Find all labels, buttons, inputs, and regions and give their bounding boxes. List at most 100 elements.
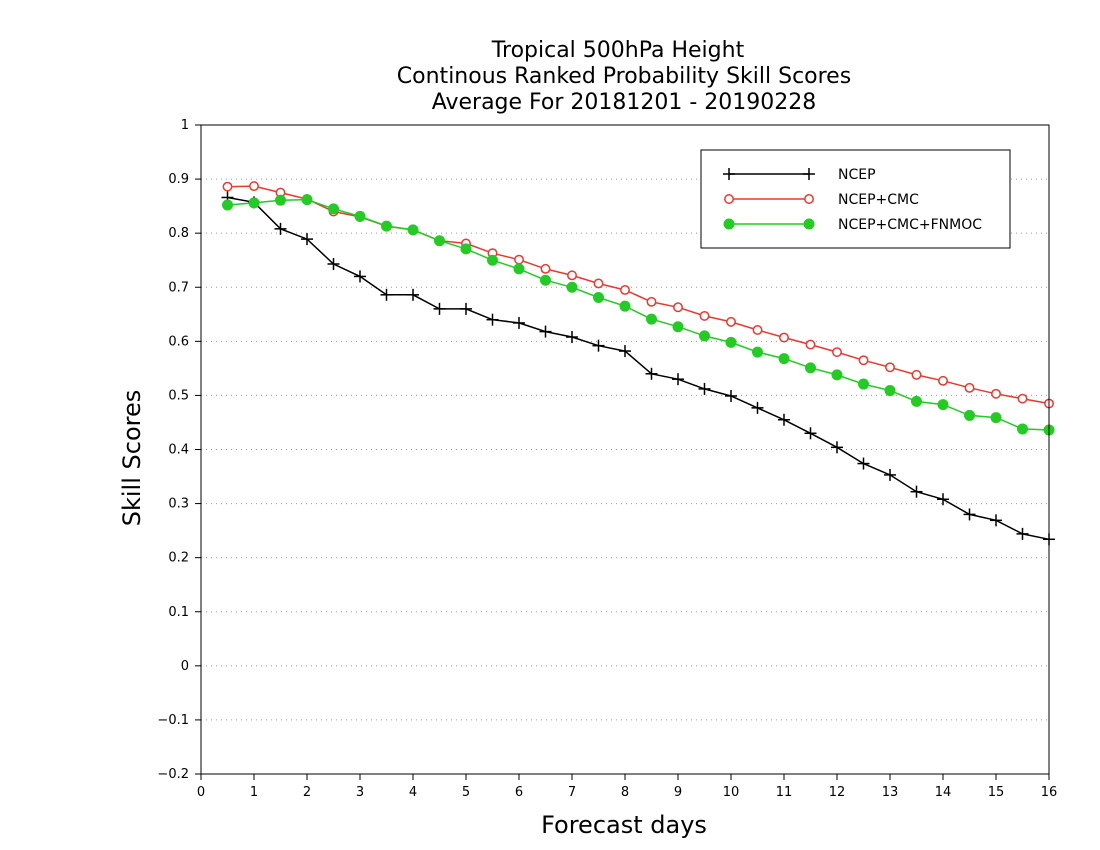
x-tick-label: 15 bbox=[988, 785, 1005, 800]
data-point bbox=[751, 401, 764, 414]
data-point bbox=[301, 194, 313, 206]
y-tick-label: 0.4 bbox=[168, 443, 189, 458]
data-point bbox=[831, 441, 843, 454]
data-point bbox=[513, 263, 525, 275]
series-1 bbox=[222, 181, 1054, 409]
y-tick-label: 0.9 bbox=[168, 172, 189, 187]
data-point bbox=[593, 292, 604, 304]
x-tick-label: 7 bbox=[568, 785, 576, 800]
data-point bbox=[884, 468, 896, 481]
data-point bbox=[646, 313, 657, 325]
data-point bbox=[779, 332, 789, 343]
x-tick-label: 1 bbox=[250, 785, 258, 800]
data-point bbox=[381, 220, 392, 232]
data-point bbox=[964, 409, 975, 421]
legend-entry: NCEP+CMC+FNMOC bbox=[723, 217, 982, 233]
data-point bbox=[698, 382, 711, 395]
data-point bbox=[699, 310, 710, 321]
y-tick-label: 0.5 bbox=[168, 388, 189, 403]
x-tick-label: 8 bbox=[621, 785, 629, 800]
data-point bbox=[567, 270, 577, 281]
data-point bbox=[726, 316, 736, 327]
data-point bbox=[540, 263, 551, 274]
data-point bbox=[699, 330, 710, 342]
data-point bbox=[858, 355, 869, 366]
data-point bbox=[274, 222, 287, 235]
x-tick-label: 11 bbox=[776, 785, 793, 800]
data-point bbox=[646, 296, 657, 307]
data-point bbox=[725, 389, 737, 402]
data-point bbox=[407, 288, 419, 301]
gridlines bbox=[201, 178, 1049, 721]
data-point bbox=[222, 181, 233, 192]
legend-marker bbox=[803, 168, 815, 180]
chart-title: Tropical 500hPa Height Continous Ranked … bbox=[397, 38, 851, 115]
y-tick-label: −0.2 bbox=[157, 767, 189, 782]
x-tick-label: 6 bbox=[515, 785, 523, 800]
legend-marker bbox=[804, 194, 814, 204]
data-point bbox=[673, 302, 683, 313]
x-tick-label: 10 bbox=[723, 785, 740, 800]
y-tick-label: 0.6 bbox=[168, 334, 189, 349]
y-tick-label: −0.1 bbox=[157, 713, 189, 728]
data-point bbox=[832, 347, 842, 358]
x-tick-label: 4 bbox=[409, 785, 417, 800]
y-tick-label: 0 bbox=[181, 659, 189, 674]
title-line-2: Continous Ranked Probability Skill Score… bbox=[397, 64, 851, 89]
legend: NCEP NCEP+CMC NCEP+CMC+FNMOC bbox=[700, 149, 1011, 249]
data-point bbox=[460, 302, 472, 315]
data-point bbox=[354, 210, 366, 222]
x-tick-label: 16 bbox=[1041, 785, 1058, 800]
series-0 bbox=[221, 191, 1055, 546]
data-point bbox=[752, 346, 763, 358]
legend-entry: NCEP+CMC bbox=[724, 192, 919, 208]
legend-marker bbox=[724, 194, 734, 204]
data-point bbox=[911, 369, 922, 380]
data-point bbox=[805, 362, 816, 374]
data-point bbox=[248, 197, 260, 209]
data-point bbox=[620, 285, 630, 295]
series-2 bbox=[222, 194, 1055, 436]
data-point bbox=[990, 514, 1002, 527]
x-tick-label: 12 bbox=[829, 785, 846, 800]
data-point bbox=[938, 375, 948, 386]
data-point bbox=[407, 224, 419, 236]
x-axis-label: Forecast days bbox=[541, 811, 707, 839]
y-axis-ticks: 1 0.9 0.8 0.7 0.6 0.5 0.4 0.3 0.2 0.1 0 −0.1 −0.2 bbox=[157, 118, 201, 782]
legend-entry: NCEP bbox=[723, 167, 876, 183]
x-tick-label: 14 bbox=[935, 785, 952, 800]
title-line-3: Average For 20181201 - 20190228 bbox=[432, 90, 817, 115]
data-point bbox=[964, 382, 975, 393]
legend-label: NCEP+CMC bbox=[838, 192, 919, 208]
legend-label: NCEP bbox=[838, 167, 876, 183]
data-point bbox=[593, 278, 604, 289]
y-tick-label: 0.2 bbox=[168, 551, 189, 566]
data-point bbox=[433, 302, 446, 315]
data-point bbox=[513, 316, 525, 329]
data-point bbox=[911, 395, 922, 407]
data-point bbox=[910, 485, 923, 498]
data-point bbox=[937, 493, 949, 506]
y-tick-label: 0.7 bbox=[168, 280, 189, 295]
data-point bbox=[460, 243, 472, 255]
y-tick-label: 0.3 bbox=[168, 497, 189, 512]
data-point bbox=[804, 427, 817, 440]
data-point bbox=[619, 300, 631, 312]
data-point bbox=[514, 254, 524, 265]
data-point bbox=[249, 181, 259, 192]
series-lines bbox=[221, 181, 1055, 546]
y-tick-label: 1 bbox=[181, 118, 189, 133]
data-point bbox=[487, 254, 498, 266]
x-tick-label: 9 bbox=[674, 785, 682, 800]
data-point bbox=[884, 385, 896, 397]
data-point bbox=[805, 339, 816, 350]
data-point bbox=[566, 281, 578, 293]
data-point bbox=[1017, 423, 1028, 435]
title-line-1: Tropical 500hPa Height bbox=[491, 38, 745, 63]
data-point bbox=[380, 288, 393, 301]
x-tick-label: 0 bbox=[197, 785, 205, 800]
y-axis-label: Skill Scores bbox=[118, 390, 146, 527]
x-tick-label: 3 bbox=[356, 785, 364, 800]
data-point bbox=[857, 457, 870, 470]
